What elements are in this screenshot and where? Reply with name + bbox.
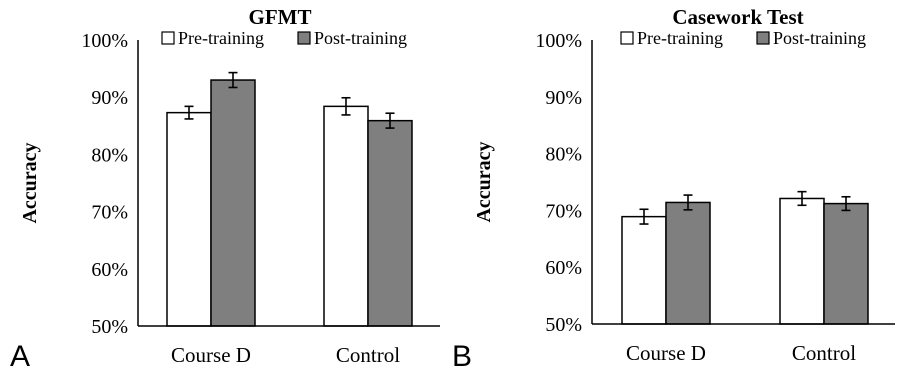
y-tick-label: 100% [535, 30, 582, 52]
legend-swatch [620, 31, 634, 45]
x-category-label: Control [792, 341, 856, 365]
error-bar [228, 71, 238, 89]
x-category-label: Course D [171, 343, 251, 367]
legend-label: Post-training [773, 28, 866, 48]
y-tick-label: 70% [545, 200, 582, 222]
y-tick-label: 60% [545, 257, 582, 279]
bar-post-training [665, 201, 711, 325]
y-tick-label: 80% [91, 144, 128, 166]
y-axis-label: Accuracy [19, 142, 41, 223]
chart-title: GFMT [249, 5, 312, 29]
bar-pre-training [621, 215, 667, 325]
legend-swatch [161, 31, 175, 45]
y-tick-label: 60% [91, 259, 128, 281]
legend-swatch [756, 31, 770, 45]
legend-label: Pre-training [178, 28, 264, 48]
y-tick-label: 50% [545, 314, 582, 336]
error-bar [841, 195, 851, 212]
error-bar [797, 190, 807, 207]
y-tick-label: 100% [81, 30, 128, 52]
error-bar [341, 96, 351, 116]
y-tick-label: 70% [91, 202, 128, 224]
panel-b: Casework Test Accuracy 50% 60% 70% 80% 90% 100%… [452, 5, 895, 371]
error-bar [683, 194, 693, 211]
chart-title: Casework Test [672, 5, 803, 29]
error-bar [639, 208, 649, 225]
bar-pre-training [166, 111, 212, 327]
y-tick-label: 90% [91, 87, 128, 109]
bar-post-training [367, 119, 413, 327]
error-bar [184, 105, 194, 120]
legend: Pre-training Post-training [620, 28, 866, 48]
panel-label: A [10, 340, 30, 371]
panel-label: B [452, 340, 472, 371]
bar-post-training [823, 202, 869, 325]
legend-label: Post-training [314, 28, 407, 48]
panel-a: GFMT Accuracy 50% 60% 70% 80% 90% 100% Course D C… [10, 5, 440, 371]
legend: Pre-training Post-training [161, 28, 407, 48]
bar-pre-training [779, 197, 825, 325]
y-tick-label: 50% [91, 316, 128, 338]
legend-swatch [297, 31, 311, 45]
y-tick-label: 90% [545, 87, 582, 109]
x-category-label: Course D [626, 341, 706, 365]
y-axis-label: Accuracy [473, 141, 495, 222]
bar-post-training [210, 79, 256, 327]
legend-label: Pre-training [637, 28, 723, 48]
y-tick-label: 80% [545, 144, 582, 166]
x-category-label: Control [336, 343, 400, 367]
error-bar [385, 112, 395, 129]
bar-pre-training [323, 105, 369, 327]
